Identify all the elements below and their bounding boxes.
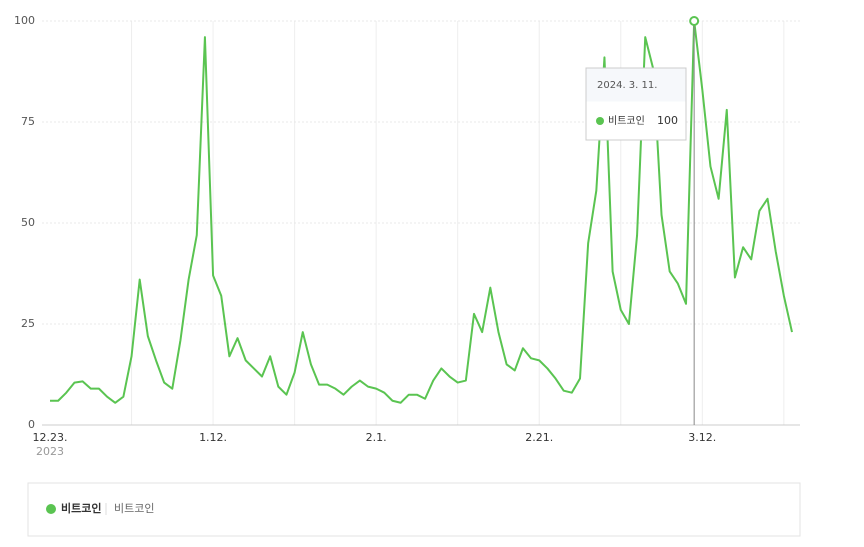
y-tick-label: 0	[28, 418, 35, 431]
tooltip-date: 2024. 3. 11.	[597, 80, 657, 91]
y-tick-label: 100	[14, 14, 35, 27]
tooltip-header	[586, 68, 686, 102]
x-tick-label: 1.12.	[199, 431, 227, 444]
tooltip-series: 비트코인	[608, 115, 645, 127]
y-tick-label: 50	[21, 216, 35, 229]
series-line	[50, 20, 793, 404]
legend-dot	[46, 504, 56, 514]
legend-box	[27, 482, 801, 537]
x-tick-label: 2.21.	[525, 431, 553, 444]
x-tick-label: 2.1.	[366, 431, 387, 444]
hover-point	[689, 16, 700, 26]
y-tick-label: 75	[21, 115, 35, 128]
legend-keywords: 비트코인	[114, 502, 154, 515]
legend-label[interactable]: 비트코인	[61, 501, 101, 515]
tooltip: 2024. 3. 11. 비트코인 100	[585, 67, 687, 141]
x-year-label: 2023	[36, 445, 64, 458]
tooltip-dot	[596, 117, 604, 125]
y-tick-label: 25	[21, 317, 35, 330]
x-tick-label: 12.23.	[33, 431, 68, 444]
tooltip-value: 100	[657, 114, 678, 127]
x-tick-label: 3.12.	[688, 431, 716, 444]
